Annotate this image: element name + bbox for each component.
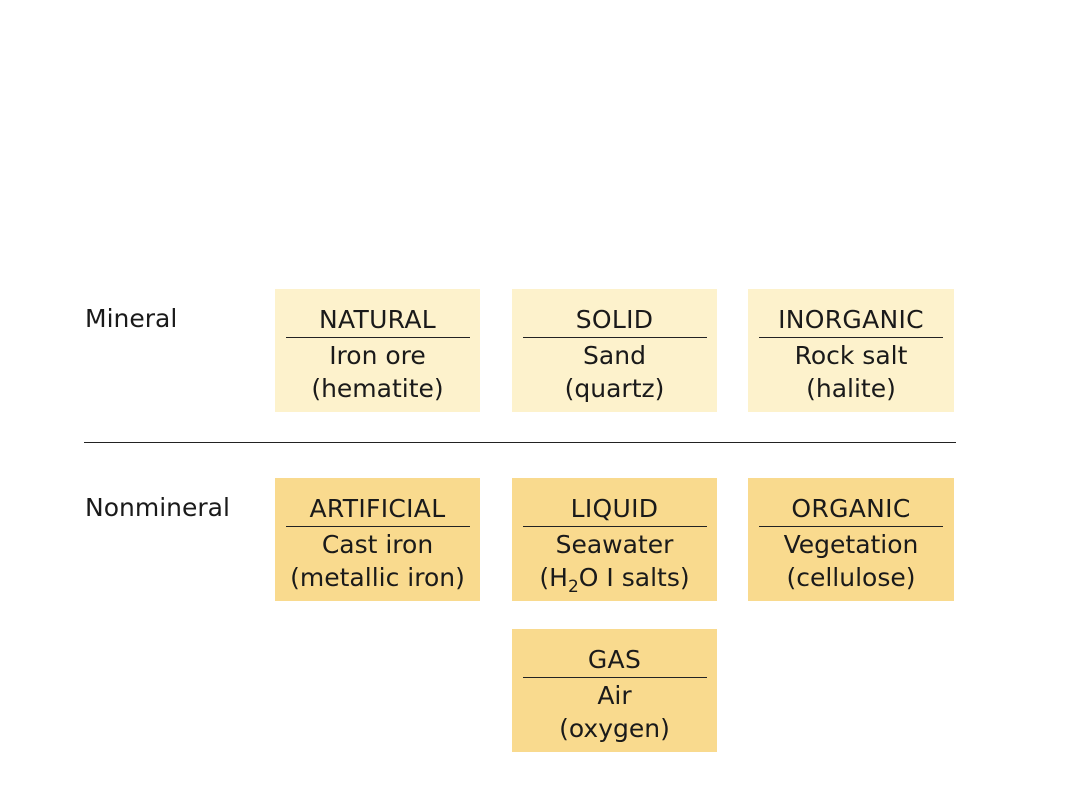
box-organic-line2: (cellulose) [786,563,916,592]
box-solid: SOLID Sand (quartz) [512,289,717,412]
box-artificial-heading: ARTIFICIAL [285,492,470,527]
box-gas: GAS Air (oxygen) [512,629,717,752]
box-artificial: ARTIFICIAL Cast iron (metallic iron) [275,478,480,601]
box-inorganic: INORGANIC Rock salt (halite) [748,289,954,412]
box-inorganic-line1: Rock salt [794,341,908,370]
liquid-formula-rest: O I salts) [578,563,690,592]
mineral-row-label: Mineral [85,304,178,333]
box-solid-line1: Sand [583,341,646,370]
box-gas-heading: GAS [522,643,707,678]
liquid-formula-open: (H [539,563,568,592]
box-gas-line1: Air [597,681,632,710]
box-natural-line1: Iron ore [329,341,426,370]
box-gas-line2: (oxygen) [559,714,670,743]
box-liquid-line1: Seawater [555,530,674,559]
box-organic-line1: Vegetation [783,530,919,559]
box-liquid: LIQUID Seawater (H2O I salts) [512,478,717,601]
mineral-nonmineral-divider [84,442,956,443]
box-solid-heading: SOLID [522,303,707,338]
box-natural-heading: NATURAL [285,303,470,338]
box-inorganic-heading: INORGANIC [759,303,943,338]
box-liquid-heading: LIQUID [522,492,707,527]
box-natural-line2: (hematite) [311,374,444,403]
box-solid-line2: (quartz) [564,374,665,403]
nonmineral-row-label: Nonmineral [85,493,230,522]
box-organic: ORGANIC Vegetation (cellulose) [748,478,954,601]
box-inorganic-line2: (halite) [806,374,896,403]
liquid-formula-subscript: 2 [567,577,579,597]
box-artificial-line2: (metallic iron) [290,563,465,592]
box-liquid-line2: (H2O I salts) [512,561,717,597]
box-natural: NATURAL Iron ore (hematite) [275,289,480,412]
box-artificial-line1: Cast iron [321,530,434,559]
box-organic-heading: ORGANIC [759,492,943,527]
